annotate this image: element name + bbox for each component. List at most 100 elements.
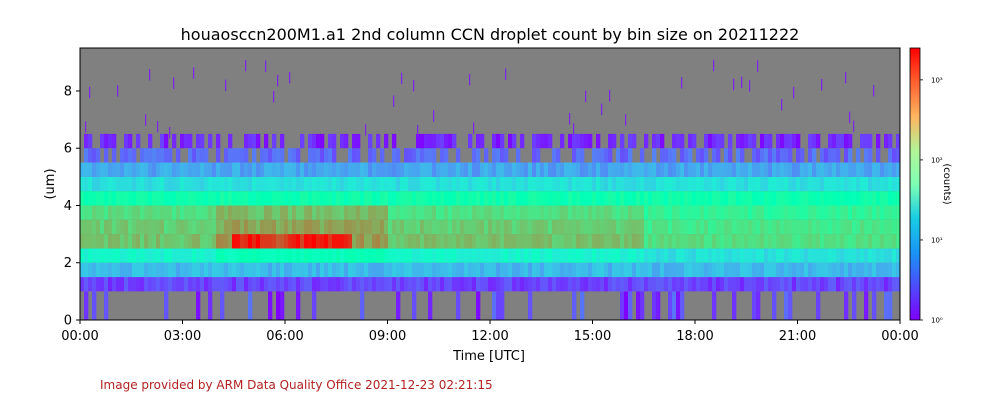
heatmap-cell (108, 234, 113, 249)
heatmap-cell (92, 291, 97, 320)
heatmap-cell (116, 176, 121, 192)
heatmap-cell (100, 162, 105, 177)
heatmap-cell (788, 148, 793, 163)
heatmap-cell (344, 176, 349, 192)
heatmap-cell (688, 205, 693, 220)
heatmap-cell (324, 262, 329, 278)
heatmap-cell (196, 176, 201, 192)
heatmap-cell (432, 219, 437, 235)
heatmap-cell (860, 191, 865, 206)
heatmap-cell (308, 248, 313, 263)
heatmap-cell (200, 248, 205, 263)
heatmap-cell (88, 205, 93, 220)
heatmap-cell (144, 176, 149, 192)
heatmap-cell (564, 176, 569, 192)
heatmap-cell (836, 234, 841, 249)
heatmap-cell (444, 248, 449, 263)
heatmap-cell (608, 277, 613, 292)
heatmap-cell (740, 148, 745, 163)
heatmap-cell (320, 133, 325, 149)
heatmap-cell (148, 133, 153, 149)
heatmap-cell (592, 191, 597, 206)
heatmap-cell (656, 219, 661, 235)
heatmap-cell (608, 234, 613, 249)
heatmap-cell (396, 148, 401, 163)
heatmap-cell (288, 191, 293, 206)
heatmap-cell (756, 262, 761, 278)
heatmap-cell (316, 162, 321, 177)
heatmap-cell (232, 262, 237, 278)
heatmap-cell (484, 277, 489, 292)
heatmap-cell (732, 291, 737, 320)
heatmap-cell (256, 277, 261, 292)
heatmap-cell (204, 234, 209, 249)
heatmap-cell (384, 219, 389, 235)
heatmap-cell (420, 248, 425, 263)
heatmap-cell (424, 219, 429, 235)
heatmap-cell (348, 248, 353, 263)
heatmap-cell (372, 191, 377, 206)
heatmap-cell (273, 91, 275, 103)
heatmap-cell (496, 191, 501, 206)
heatmap-cell (176, 191, 181, 206)
heatmap-cell (172, 205, 177, 220)
heatmap-cell (708, 162, 713, 177)
heatmap-cell (692, 205, 697, 220)
heatmap-cell (736, 191, 741, 206)
heatmap-cell (384, 133, 389, 149)
heatmap-cell (348, 191, 353, 206)
heatmap-cell (388, 205, 393, 220)
heatmap-cell (476, 133, 481, 149)
heatmap-cell (148, 262, 153, 278)
heatmap-cell (260, 219, 265, 235)
heatmap-cell (436, 262, 441, 278)
heatmap-cell (172, 176, 177, 192)
heatmap-cell (92, 162, 97, 177)
heatmap-cell (516, 148, 521, 163)
heatmap-cell (112, 219, 117, 235)
heatmap-cell (528, 219, 533, 235)
heatmap-cell (216, 191, 221, 206)
heatmap-cell (152, 205, 157, 220)
heatmap-cell (892, 277, 897, 292)
heatmap-cell (276, 219, 281, 235)
heatmap-cell (80, 162, 85, 177)
heatmap-cell (608, 205, 613, 220)
heatmap-cell (820, 205, 825, 220)
heatmap-cell (660, 205, 665, 220)
heatmap-cell (772, 248, 777, 263)
heatmap-cell (504, 191, 509, 206)
heatmap-cell (88, 191, 93, 206)
heatmap-cell (544, 234, 549, 249)
heatmap-cell (96, 277, 101, 292)
heatmap-cell (796, 262, 801, 278)
heatmap-cell (172, 234, 177, 249)
heatmap-cell (608, 176, 613, 192)
heatmap-cell (840, 277, 845, 292)
heatmap-cell (672, 176, 677, 192)
heatmap-cell (404, 248, 409, 263)
heatmap-cell (676, 133, 681, 149)
heatmap-cell (788, 291, 793, 320)
heatmap-cell (808, 162, 813, 177)
heatmap-cell (124, 148, 129, 163)
heatmap-cell (844, 148, 849, 163)
heatmap-cell (824, 234, 829, 249)
heatmap-cell (816, 191, 821, 206)
heatmap-cell (808, 148, 813, 163)
heatmap-cell (156, 277, 161, 292)
heatmap-cell (548, 248, 553, 263)
heatmap-cell (128, 191, 133, 206)
heatmap-cell (424, 248, 429, 263)
heatmap-cell (296, 162, 301, 177)
heatmap-cell (744, 205, 749, 220)
heatmap-cell (280, 133, 285, 149)
heatmap-cell (588, 219, 593, 235)
heatmap-cell (424, 262, 429, 278)
heatmap-cell (648, 162, 653, 177)
heatmap-cell (736, 219, 741, 235)
heatmap-cell (696, 191, 701, 206)
heatmap-cell (84, 234, 89, 249)
heatmap-cell (328, 176, 333, 192)
heatmap-cell (452, 176, 457, 192)
